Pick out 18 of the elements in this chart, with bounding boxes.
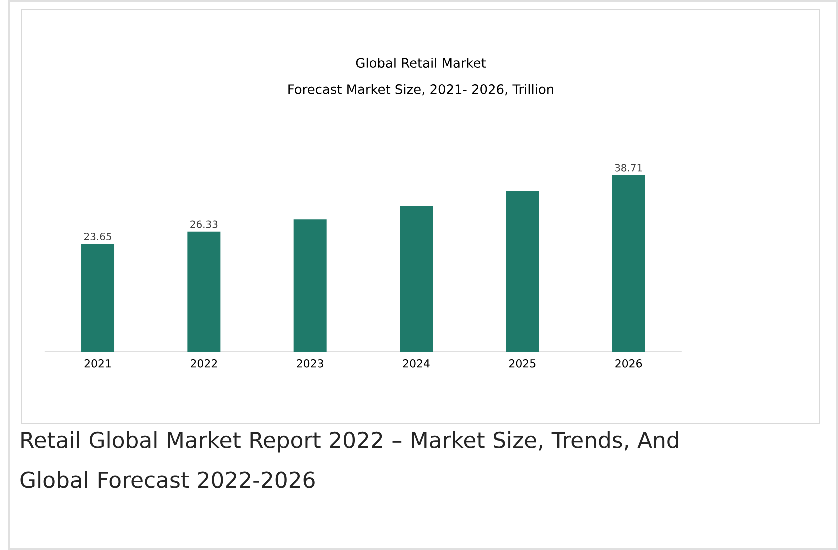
bar <box>612 175 646 352</box>
bar <box>294 220 327 352</box>
bar <box>506 191 540 352</box>
data-label: 38.71 <box>615 164 642 172</box>
x-tick-label: 2022 <box>191 360 218 368</box>
bar <box>188 232 221 352</box>
bar <box>400 206 434 352</box>
x-tick-label: 2025 <box>510 360 536 368</box>
data-label: 23.65 <box>84 232 112 241</box>
text: Retail Global Market Report 2022 – Market Size, Trends, And Global Forecast 2022-2026 <box>20 432 678 488</box>
x-tick-label: 2024 <box>403 360 430 368</box>
chart-title: Global Retail Market <box>356 58 486 68</box>
bar <box>82 244 115 352</box>
x-tick-label: 2026 <box>616 360 642 368</box>
x-tick-label: 2023 <box>297 360 324 368</box>
chart-subtitle: Forecast Market Size, 2021- 2026, Trillion <box>288 84 554 96</box>
x-tick-label: 2021 <box>84 360 111 368</box>
data-label: 26.33 <box>190 220 218 228</box>
